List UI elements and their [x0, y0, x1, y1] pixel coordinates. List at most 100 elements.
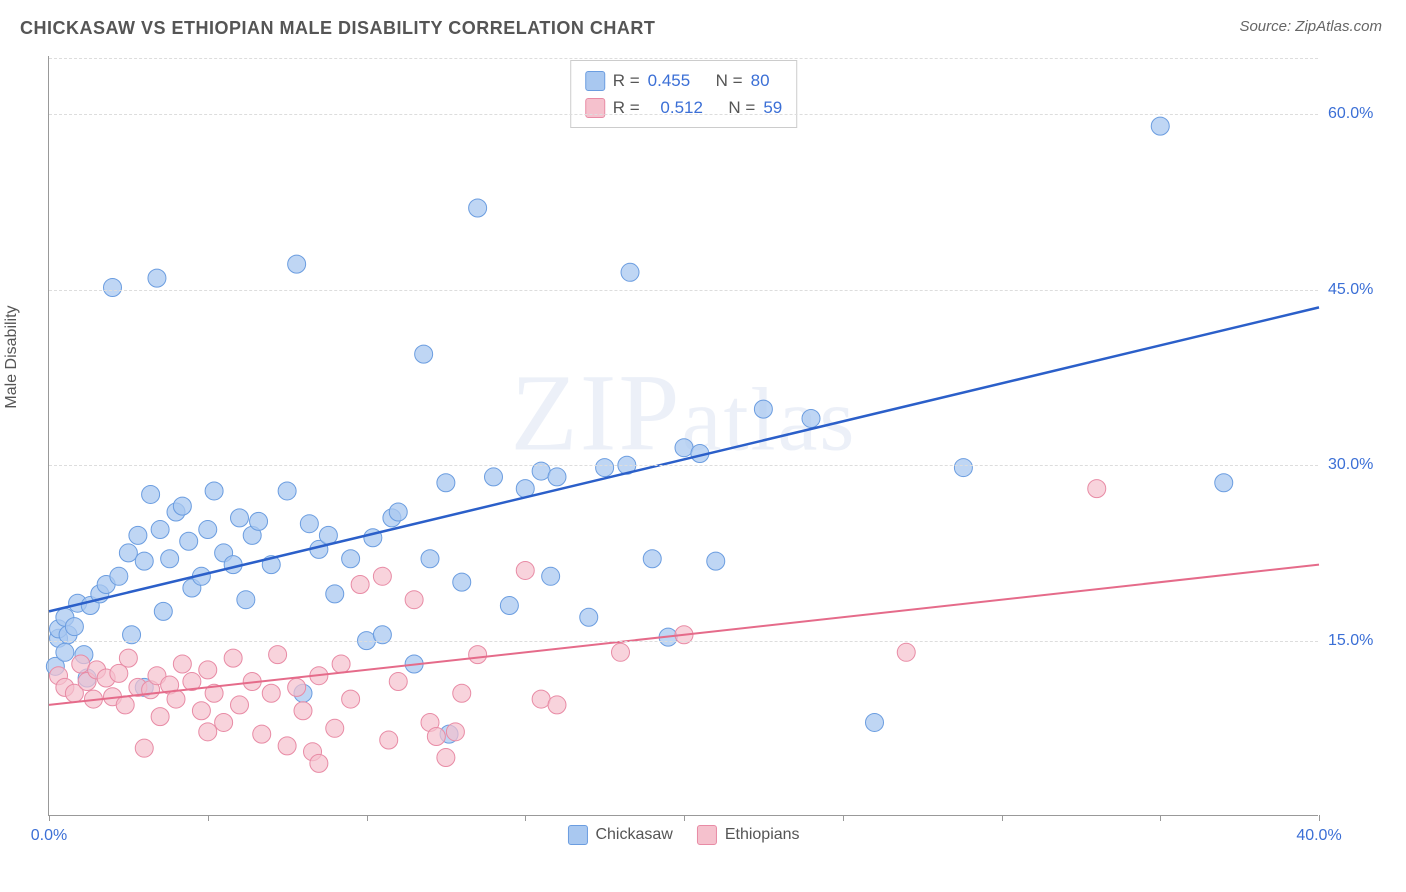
- data-point: [1215, 474, 1233, 492]
- data-point: [542, 567, 560, 585]
- data-point: [897, 643, 915, 661]
- x-tick: [1160, 815, 1161, 821]
- data-point: [596, 459, 614, 477]
- data-point: [485, 468, 503, 486]
- legend-label-1: Chickasaw: [595, 826, 672, 844]
- data-point: [453, 684, 471, 702]
- data-point: [427, 727, 445, 745]
- data-point: [148, 269, 166, 287]
- data-point: [342, 690, 360, 708]
- chart-title: CHICKASAW VS ETHIOPIAN MALE DISABILITY C…: [20, 18, 655, 39]
- data-point: [319, 526, 337, 544]
- y-tick-label: 45.0%: [1328, 281, 1398, 299]
- data-point: [278, 737, 296, 755]
- data-point: [215, 713, 233, 731]
- data-point: [173, 497, 191, 515]
- data-point: [104, 279, 122, 297]
- data-point: [180, 532, 198, 550]
- x-tick: [49, 815, 50, 821]
- data-point: [421, 550, 439, 568]
- x-tick: [1002, 815, 1003, 821]
- data-point: [580, 608, 598, 626]
- data-point: [548, 696, 566, 714]
- data-point: [250, 512, 268, 530]
- data-point: [437, 474, 455, 492]
- data-point: [154, 602, 172, 620]
- data-point: [373, 567, 391, 585]
- x-tick-label: 0.0%: [31, 827, 67, 845]
- data-point: [288, 678, 306, 696]
- data-point: [389, 673, 407, 691]
- data-point: [866, 713, 884, 731]
- data-point: [199, 521, 217, 539]
- x-tick: [684, 815, 685, 821]
- data-point: [161, 550, 179, 568]
- legend-item-ethiopians: Ethiopians: [697, 825, 800, 845]
- trend-line: [49, 565, 1319, 705]
- data-point: [135, 552, 153, 570]
- data-point: [500, 597, 518, 615]
- gridline: [49, 465, 1318, 466]
- data-point: [116, 696, 134, 714]
- data-point: [954, 459, 972, 477]
- plot-area: ZIPatlas R = 0.455 N = 80 R = 0.512 N = …: [48, 56, 1318, 816]
- data-point: [119, 544, 137, 562]
- data-point: [532, 690, 550, 708]
- data-point: [56, 643, 74, 661]
- data-point: [437, 749, 455, 767]
- data-point: [231, 509, 249, 527]
- data-point: [446, 723, 464, 741]
- x-tick: [208, 815, 209, 821]
- x-tick: [525, 815, 526, 821]
- x-tick: [1319, 815, 1320, 821]
- y-tick-label: 60.0%: [1328, 105, 1398, 123]
- data-point: [516, 561, 534, 579]
- data-point: [192, 702, 210, 720]
- data-point: [151, 708, 169, 726]
- data-point: [262, 684, 280, 702]
- data-point: [199, 661, 217, 679]
- data-point: [135, 739, 153, 757]
- data-point: [65, 618, 83, 636]
- data-point: [802, 409, 820, 427]
- y-tick-label: 15.0%: [1328, 632, 1398, 650]
- data-point: [310, 754, 328, 772]
- x-tick: [367, 815, 368, 821]
- data-point: [205, 482, 223, 500]
- data-point: [342, 550, 360, 568]
- data-point: [621, 263, 639, 281]
- data-point: [754, 400, 772, 418]
- data-point: [294, 702, 312, 720]
- gridline: [49, 114, 1318, 115]
- source-attribution: Source: ZipAtlas.com: [1239, 18, 1382, 35]
- data-point: [469, 646, 487, 664]
- data-point: [707, 552, 725, 570]
- data-point: [415, 345, 433, 363]
- gridline: [49, 58, 1318, 59]
- data-point: [1151, 117, 1169, 135]
- x-tick-label: 40.0%: [1296, 827, 1341, 845]
- data-point: [142, 485, 160, 503]
- trend-line: [49, 307, 1319, 611]
- data-point: [167, 690, 185, 708]
- data-point: [1088, 480, 1106, 498]
- data-point: [199, 723, 217, 741]
- data-point: [548, 468, 566, 486]
- chart-svg: [49, 56, 1318, 815]
- legend-label-2: Ethiopians: [725, 826, 800, 844]
- data-point: [612, 643, 630, 661]
- data-point: [129, 526, 147, 544]
- chart-container: CHICKASAW VS ETHIOPIAN MALE DISABILITY C…: [0, 0, 1406, 892]
- data-point: [231, 696, 249, 714]
- data-point: [119, 649, 137, 667]
- gridline: [49, 641, 1318, 642]
- data-point: [405, 591, 423, 609]
- data-point: [151, 521, 169, 539]
- data-point: [173, 655, 191, 673]
- data-point: [224, 649, 242, 667]
- data-point: [288, 255, 306, 273]
- data-point: [72, 655, 90, 673]
- data-point: [110, 567, 128, 585]
- data-point: [643, 550, 661, 568]
- data-point: [675, 439, 693, 457]
